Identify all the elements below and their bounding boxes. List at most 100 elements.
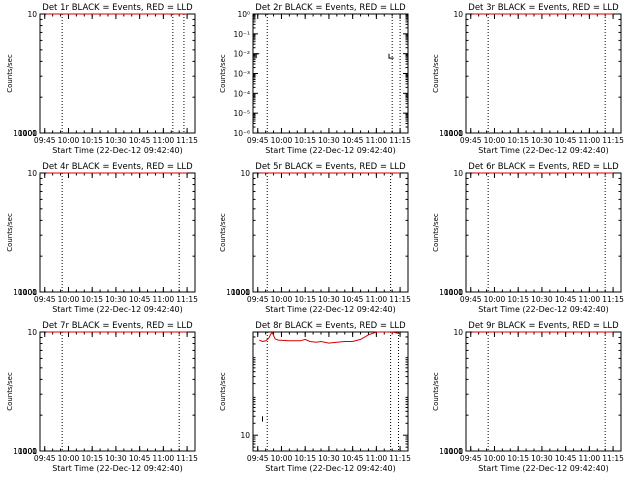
panel-9: Det 9r BLACK = Events, RED = LLD11010010…: [432, 321, 624, 473]
y-axis-label: Counts/sec: [219, 213, 227, 252]
x-tick-label: 11:15: [602, 136, 624, 145]
x-tick-label: 11:00: [153, 454, 175, 463]
y-tick-label: 10: [453, 10, 463, 19]
x-axis-label: Start Time (22-Dec-12 09:42:40): [265, 146, 396, 155]
y-tick-label: 10⁻⁶: [233, 129, 250, 138]
chart-title: Det 9r BLACK = Events, RED = LLD: [468, 321, 619, 331]
events-series-line: [255, 53, 260, 59]
plot-frame: [39, 13, 196, 134]
x-tick-label: 10:45: [555, 136, 577, 145]
y-tick-label: 10⁰: [237, 10, 250, 19]
x-axis-label: Start Time (22-Dec-12 09:42:40): [52, 146, 183, 155]
x-tick-label: 10:30: [531, 454, 553, 463]
x-tick-label: 09:45: [34, 454, 56, 463]
x-tick-label: 10:45: [129, 136, 151, 145]
y-tick-label: 1000: [444, 288, 463, 297]
y-tick-label: 100: [23, 447, 38, 456]
x-tick-label: 10:45: [129, 454, 151, 463]
x-tick-label: 11:15: [602, 295, 624, 304]
x-axis-label: Start Time (22-Dec-12 09:42:40): [478, 146, 609, 155]
x-tick-label: 10:30: [531, 295, 553, 304]
x-tick-label: 10:30: [105, 295, 127, 304]
x-tick-label: 10:30: [105, 136, 127, 145]
x-tick-label: 10:00: [271, 295, 293, 304]
y-axis-label: Counts/sec: [6, 372, 14, 411]
x-tick-label: 10:15: [294, 136, 316, 145]
plot-frame: [252, 13, 409, 134]
y-tick-label: 1000: [18, 288, 37, 297]
plot-frame: [39, 172, 196, 293]
y-tick-label: 10: [27, 328, 37, 337]
x-axis-label: Start Time (22-Dec-12 09:42:40): [265, 305, 396, 314]
y-tick-label: 10: [453, 328, 463, 337]
x-tick-label: 10:45: [555, 295, 577, 304]
chart-title: Det 7r BLACK = Events, RED = LLD: [42, 321, 193, 331]
x-tick-label: 10:30: [318, 295, 340, 304]
y-tick-label: 1000: [444, 447, 463, 456]
y-tick-label: 10000: [439, 129, 463, 138]
x-tick-label: 11:15: [389, 295, 411, 304]
panel-5: Det 5r BLACK = Events, RED = LLD11010010…: [219, 162, 411, 314]
x-tick-label: 09:45: [247, 136, 269, 145]
panel-6: Det 6r BLACK = Events, RED = LLD11010010…: [432, 162, 624, 314]
x-tick-label: 10:00: [58, 454, 80, 463]
x-tick-label: 10:15: [294, 295, 316, 304]
x-tick-label: 10:15: [507, 454, 529, 463]
panel-3: Det 3r BLACK = Events, RED = LLD11010010…: [432, 3, 624, 155]
x-tick-label: 11:00: [579, 136, 601, 145]
x-tick-label: 09:45: [460, 454, 482, 463]
plot-frame: [39, 331, 196, 452]
y-tick-label: 1: [32, 288, 37, 297]
panel-7: Det 7r BLACK = Events, RED = LLD11010010…: [6, 321, 198, 473]
x-tick-label: 11:00: [366, 136, 388, 145]
plot-frame: [252, 331, 409, 452]
y-axis-label: Counts/sec: [219, 372, 227, 411]
y-tick-label: 100: [449, 447, 464, 456]
chart-title: Det 1r BLACK = Events, RED = LLD: [42, 3, 193, 13]
y-tick-label: 10000: [13, 447, 37, 456]
x-tick-label: 10:15: [81, 136, 103, 145]
y-tick-label: 10000: [439, 447, 463, 456]
y-tick-label: 10⁻⁵: [233, 109, 250, 118]
x-tick-label: 10:00: [484, 295, 506, 304]
y-tick-label: 10⁻²: [233, 50, 250, 59]
y-tick-label: 10⁻⁴: [233, 89, 250, 98]
y-tick-label: 10: [240, 169, 250, 178]
x-tick-label: 10:15: [294, 454, 316, 463]
x-tick-label: 09:45: [34, 295, 56, 304]
x-tick-label: 10:15: [507, 136, 529, 145]
x-tick-label: 11:15: [176, 295, 198, 304]
y-tick-label: 10: [27, 10, 37, 19]
x-tick-label: 09:45: [247, 454, 269, 463]
y-tick-label: 1: [32, 447, 37, 456]
plot-frame: [465, 13, 622, 134]
y-tick-label: 100: [449, 129, 464, 138]
x-tick-label: 10:15: [81, 295, 103, 304]
y-tick-label: 1: [32, 129, 37, 138]
x-tick-label: 10:00: [484, 136, 506, 145]
x-tick-label: 11:15: [176, 136, 198, 145]
chart-title: Det 2r BLACK = Events, RED = LLD: [255, 3, 406, 13]
y-axis-label: Counts/sec: [432, 372, 440, 411]
x-tick-label: 10:30: [531, 136, 553, 145]
y-tick-label: 10000: [13, 129, 37, 138]
chart-title: Det 6r BLACK = Events, RED = LLD: [468, 162, 619, 172]
y-tick-label: 1: [458, 447, 463, 456]
x-tick-label: 10:15: [81, 454, 103, 463]
y-tick-label: 1: [458, 288, 463, 297]
x-tick-label: 11:00: [579, 454, 601, 463]
y-tick-label: 10000: [226, 288, 250, 297]
y-axis-label: Counts/sec: [219, 54, 227, 93]
y-tick-label: 100: [23, 129, 38, 138]
x-tick-label: 11:00: [579, 295, 601, 304]
y-tick-label: 1000: [231, 288, 250, 297]
y-axis-label: Counts/sec: [432, 213, 440, 252]
panel-1: Det 1r BLACK = Events, RED = LLD11010010…: [6, 3, 198, 155]
chart-title: Det 4r BLACK = Events, RED = LLD: [42, 162, 193, 172]
x-tick-label: 10:45: [342, 295, 364, 304]
x-tick-label: 09:45: [247, 295, 269, 304]
x-tick-label: 11:15: [389, 136, 411, 145]
panel-4: Det 4r BLACK = Events, RED = LLD11010010…: [6, 162, 198, 314]
